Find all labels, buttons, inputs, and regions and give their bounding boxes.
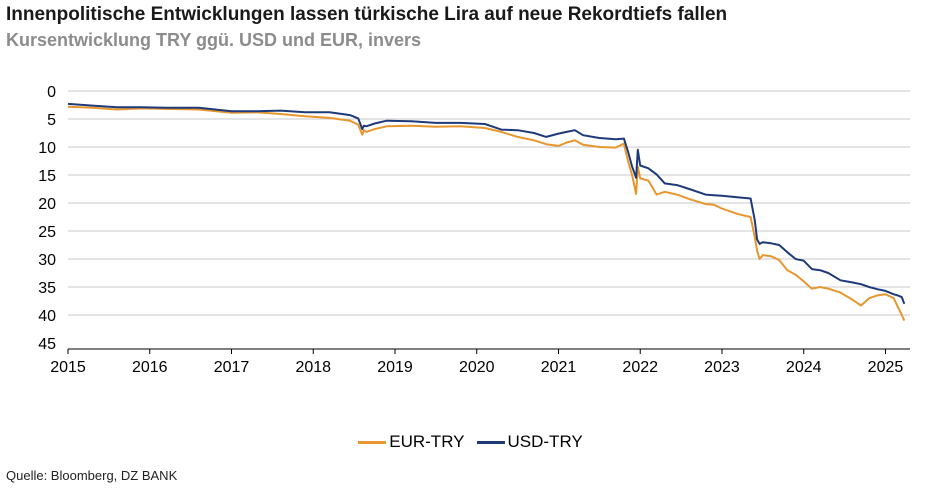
x-tick-label-2025: 2025 bbox=[868, 359, 904, 376]
y-axis-ticks: 0 5 10 15 20 25 30 35 40 45 bbox=[38, 84, 56, 353]
legend: EUR-TRY USD-TRY bbox=[0, 432, 941, 452]
chart-title: Innenpolitische Entwicklungen lassen tür… bbox=[6, 4, 728, 25]
x-tick-label-2015: 2015 bbox=[50, 359, 86, 376]
y-tick-label-0: 0 bbox=[47, 84, 56, 101]
y-tick-label-10: 10 bbox=[38, 140, 56, 157]
y-tick-label-5: 5 bbox=[47, 112, 56, 129]
series-lines bbox=[67, 102, 906, 322]
legend-item-eur-try: EUR-TRY bbox=[358, 432, 465, 452]
y-tick-label-20: 20 bbox=[38, 196, 56, 213]
y-tick-label-15: 15 bbox=[38, 168, 56, 185]
x-tick-label-2020: 2020 bbox=[459, 359, 495, 376]
x-tick-label-2018: 2018 bbox=[295, 359, 331, 376]
y-tick-label-40: 40 bbox=[38, 308, 56, 325]
gridlines bbox=[68, 90, 910, 316]
series-line-eur-try bbox=[67, 105, 906, 322]
x-tick-label-2019: 2019 bbox=[377, 359, 413, 376]
source-note: Quelle: Bloomberg, DZ BANK bbox=[6, 468, 178, 483]
y-tick-label-30: 30 bbox=[38, 252, 56, 269]
y-tick-label-25: 25 bbox=[38, 224, 56, 241]
x-tick-label-2016: 2016 bbox=[132, 359, 168, 376]
legend-label-usd-try: USD-TRY bbox=[507, 432, 583, 451]
x-tick-label-2024: 2024 bbox=[786, 359, 822, 376]
x-tick-label-2023: 2023 bbox=[704, 359, 740, 376]
y-tick-label-35: 35 bbox=[38, 280, 56, 297]
y-tick-label-45: 45 bbox=[38, 336, 56, 353]
x-tick-label-2021: 2021 bbox=[541, 359, 577, 376]
x-axis: 2015 2016 2017 2018 2019 2020 2021 2022 2023 2024… bbox=[50, 348, 910, 376]
legend-swatch-eur-try bbox=[358, 440, 387, 444]
legend-item-usd-try: USD-TRY bbox=[476, 432, 583, 452]
x-tick-label-2017: 2017 bbox=[214, 359, 250, 376]
series-line-usd-try bbox=[67, 102, 906, 305]
legend-label-eur-try: EUR-TRY bbox=[389, 432, 465, 451]
chart-subtitle: Kursentwicklung TRY ggü. USD und EUR, in… bbox=[6, 30, 422, 50]
legend-swatch-usd-try bbox=[476, 440, 505, 444]
x-tick-label-2022: 2022 bbox=[622, 359, 658, 376]
